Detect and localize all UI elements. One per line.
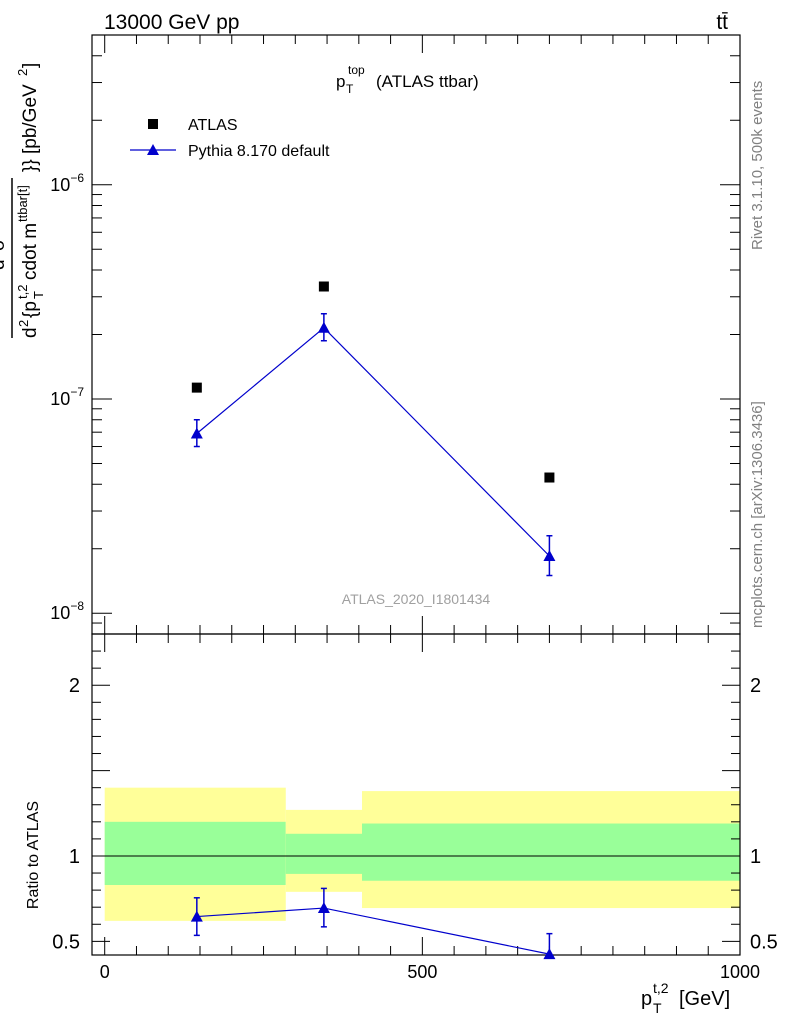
mc-point: [190, 427, 203, 439]
x-tick-label: 1000: [720, 962, 760, 982]
svg-text:2: 2: [16, 320, 31, 327]
main-y-tick-label: 10−6: [50, 171, 84, 195]
mc-point: [543, 549, 556, 561]
energy-label: 13000 GeV pp: [104, 11, 239, 34]
rivet-label: Rivet 3.1.10, 500k events: [749, 81, 766, 250]
ratio-y-tick-label-right: 0.5: [750, 931, 778, 953]
mc-line: [196, 326, 550, 557]
svg-text:2: 2: [15, 69, 30, 76]
legend-atlas-label: ATLAS: [188, 117, 238, 134]
x-tick-label: 0: [100, 962, 110, 982]
svg-text:σ: σ: [0, 239, 9, 251]
source-label: mcplots.cern.ch [arXiv:1306.3436]: [749, 401, 766, 628]
svg-text:d: d: [20, 327, 41, 338]
atlas-point: [318, 281, 329, 292]
atlas-point: [544, 472, 555, 483]
main-y-axis-label: d 2 {p T t,2 cdot m ttbar[t] }} [pb/GeV …: [0, 63, 46, 338]
svg-text:cdot m: cdot m: [20, 223, 41, 280]
main-plot-title: p T top (ATLAS ttbar): [336, 63, 479, 96]
svg-text:T: T: [346, 82, 354, 96]
ratio-band-inner: [362, 823, 740, 881]
svg-text:d: d: [0, 259, 9, 270]
ratio-y-tick-label-right: 2: [750, 675, 761, 697]
ratio-frame: [91, 633, 741, 956]
legend-atlas-marker: [148, 119, 158, 129]
x-axis-label: p T t,2 [GeV]: [641, 980, 730, 1016]
x-tick-label: 500: [407, 962, 437, 982]
mc-point: [317, 321, 330, 333]
main-y-tick-label: 10−7: [50, 385, 84, 409]
ratio-y-tick-label-right: 1: [750, 846, 761, 868]
svg-text:(ATLAS ttbar): (ATLAS ttbar): [376, 72, 479, 91]
analysis-label: ATLAS_2020_I1801434: [342, 591, 491, 607]
svg-text:}} [pb/GeV: }} [pb/GeV: [20, 84, 41, 172]
svg-text:t,2: t,2: [15, 285, 30, 299]
svg-text:ttbar[t]: ttbar[t]: [15, 185, 30, 222]
legend-mc-marker: [147, 144, 159, 155]
svg-text:T: T: [31, 291, 46, 299]
svg-text:]: ]: [20, 63, 41, 68]
legend: ATLAS Pythia 8.170 default: [130, 117, 330, 160]
ratio-mc-point: [190, 910, 203, 922]
svg-text:{p: {p: [20, 301, 41, 318]
svg-text:top: top: [348, 63, 365, 77]
ratio-y-axis-label: Ratio to ATLAS: [25, 801, 42, 909]
legend-mc-label: Pythia 8.170 default: [188, 143, 330, 160]
ratio-panel: 0 500 1000 0.5 0.5 1 1 2 2: [52, 633, 778, 982]
process-label: tt̄: [716, 11, 728, 34]
svg-text:t,2: t,2: [653, 980, 669, 996]
ratio-mc-point: [543, 948, 556, 960]
ratio-band-inner: [285, 833, 362, 874]
svg-text:p: p: [641, 988, 652, 1010]
ratio-y-tick-label: 0.5: [52, 931, 80, 953]
svg-text:T: T: [653, 1000, 662, 1016]
svg-text:[GeV]: [GeV]: [679, 988, 730, 1010]
ratio-y-tick-label: 2: [69, 675, 80, 697]
ratio-band-inner: [104, 821, 286, 885]
ratio-y-tick-label: 1: [69, 846, 80, 868]
ratio-mc-point: [317, 902, 330, 914]
main-y-tick-label: 10−8: [50, 599, 84, 623]
svg-text:p: p: [336, 72, 345, 91]
atlas-point: [191, 382, 202, 393]
